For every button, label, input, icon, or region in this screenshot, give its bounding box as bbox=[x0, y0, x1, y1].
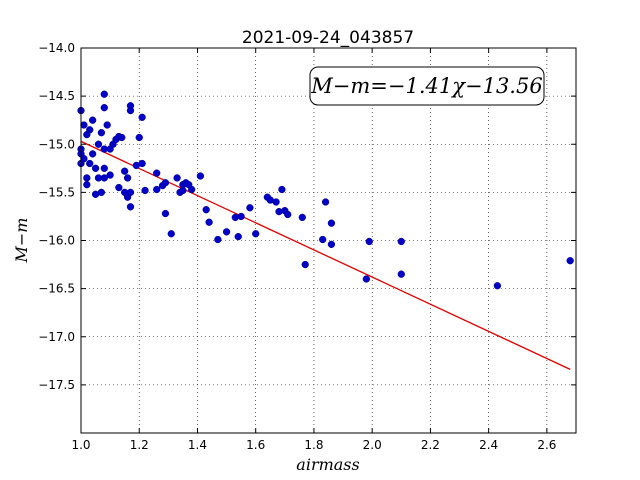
data-point bbox=[138, 159, 146, 168]
fit-line bbox=[80, 140, 571, 370]
x-tick-label: 1.6 bbox=[246, 438, 265, 452]
equation-box-frame bbox=[309, 66, 545, 106]
x-tick-label: 2.6 bbox=[537, 438, 556, 452]
data-point bbox=[88, 150, 97, 158]
data-point bbox=[214, 235, 222, 244]
data-point bbox=[301, 260, 309, 269]
data-point bbox=[103, 121, 111, 129]
data-point bbox=[100, 174, 108, 182]
data-point bbox=[272, 198, 280, 206]
data-point bbox=[319, 235, 327, 244]
data-point bbox=[115, 183, 123, 192]
data-point bbox=[100, 90, 108, 98]
equation-box: M−m=−1.41χ−13.56 bbox=[309, 66, 545, 106]
x-tick-label: 1.2 bbox=[130, 438, 149, 452]
y-tick-label: −14.5 bbox=[38, 89, 75, 103]
data-point bbox=[141, 186, 149, 195]
y-tick-label: −15.0 bbox=[38, 137, 75, 151]
data-point bbox=[362, 275, 371, 283]
data-point bbox=[327, 219, 336, 227]
data-point bbox=[91, 164, 100, 172]
y-tick-label: −15.5 bbox=[38, 185, 75, 199]
fit-equation: M−m=−1.41χ−13.56 bbox=[310, 74, 542, 98]
data-point bbox=[121, 167, 129, 175]
data-point bbox=[97, 129, 106, 137]
data-point bbox=[161, 179, 170, 187]
data-point bbox=[153, 169, 161, 177]
y-tick-label: −17.0 bbox=[38, 330, 75, 344]
data-point bbox=[298, 213, 306, 222]
data-point bbox=[321, 198, 330, 206]
data-point bbox=[86, 159, 94, 168]
data-point bbox=[126, 203, 135, 211]
data-point bbox=[173, 174, 181, 182]
data-point bbox=[153, 185, 161, 194]
data-point bbox=[106, 171, 114, 179]
data-point bbox=[97, 188, 106, 197]
data-point bbox=[83, 174, 91, 182]
data-point bbox=[327, 240, 336, 249]
data-point bbox=[126, 106, 135, 115]
data-point bbox=[123, 174, 132, 182]
data-point bbox=[88, 116, 97, 124]
data-point bbox=[252, 230, 260, 238]
data-point bbox=[566, 257, 574, 265]
data-point bbox=[100, 164, 108, 172]
data-point bbox=[161, 209, 170, 218]
data-point bbox=[94, 140, 103, 148]
y-tick-label: −16.0 bbox=[38, 234, 75, 248]
data-point bbox=[135, 133, 143, 142]
data-point bbox=[80, 155, 88, 163]
data-point bbox=[202, 206, 210, 214]
data-point bbox=[83, 181, 91, 189]
x-axis-label: airmass bbox=[296, 455, 359, 474]
ticks: 1.0 1.2 1.4 1.6 1.8 2.0 2.2 2.4 2.6 −14.0 −14.5 −15… bbox=[38, 41, 576, 452]
data-point bbox=[100, 104, 108, 112]
y-tick-label: −16.5 bbox=[38, 282, 75, 296]
data-point bbox=[179, 186, 187, 195]
data-point bbox=[187, 185, 196, 194]
data-points bbox=[77, 90, 574, 290]
data-point bbox=[237, 212, 245, 221]
data-point bbox=[118, 133, 126, 142]
data-point bbox=[493, 282, 502, 290]
data-point bbox=[246, 204, 254, 212]
data-point bbox=[284, 210, 292, 219]
data-point bbox=[80, 121, 88, 129]
data-point bbox=[365, 237, 373, 246]
data-point bbox=[397, 270, 405, 278]
chart-title: 2021-09-24_043857 bbox=[242, 28, 414, 48]
y-axis-label: M−m bbox=[12, 218, 31, 264]
y-tick-label: −14.0 bbox=[38, 41, 75, 55]
data-point bbox=[86, 126, 94, 134]
x-tick-label: 2.2 bbox=[421, 438, 440, 452]
data-point bbox=[126, 188, 135, 197]
x-tick-label: 1.4 bbox=[188, 438, 207, 452]
data-point bbox=[196, 172, 205, 180]
y-tick-label: −17.5 bbox=[38, 378, 75, 392]
data-point bbox=[278, 185, 286, 194]
fit-line-group bbox=[80, 140, 571, 370]
x-tick-label: 2.4 bbox=[479, 438, 498, 452]
data-point bbox=[397, 237, 405, 246]
data-point bbox=[222, 228, 231, 236]
x-tick-label: 1.0 bbox=[71, 438, 90, 452]
x-tick-label: 1.8 bbox=[304, 438, 323, 452]
data-point bbox=[234, 233, 242, 241]
x-tick-label: 2.0 bbox=[363, 438, 382, 452]
data-point bbox=[205, 218, 213, 226]
data-point bbox=[138, 113, 146, 121]
data-point bbox=[167, 230, 175, 238]
